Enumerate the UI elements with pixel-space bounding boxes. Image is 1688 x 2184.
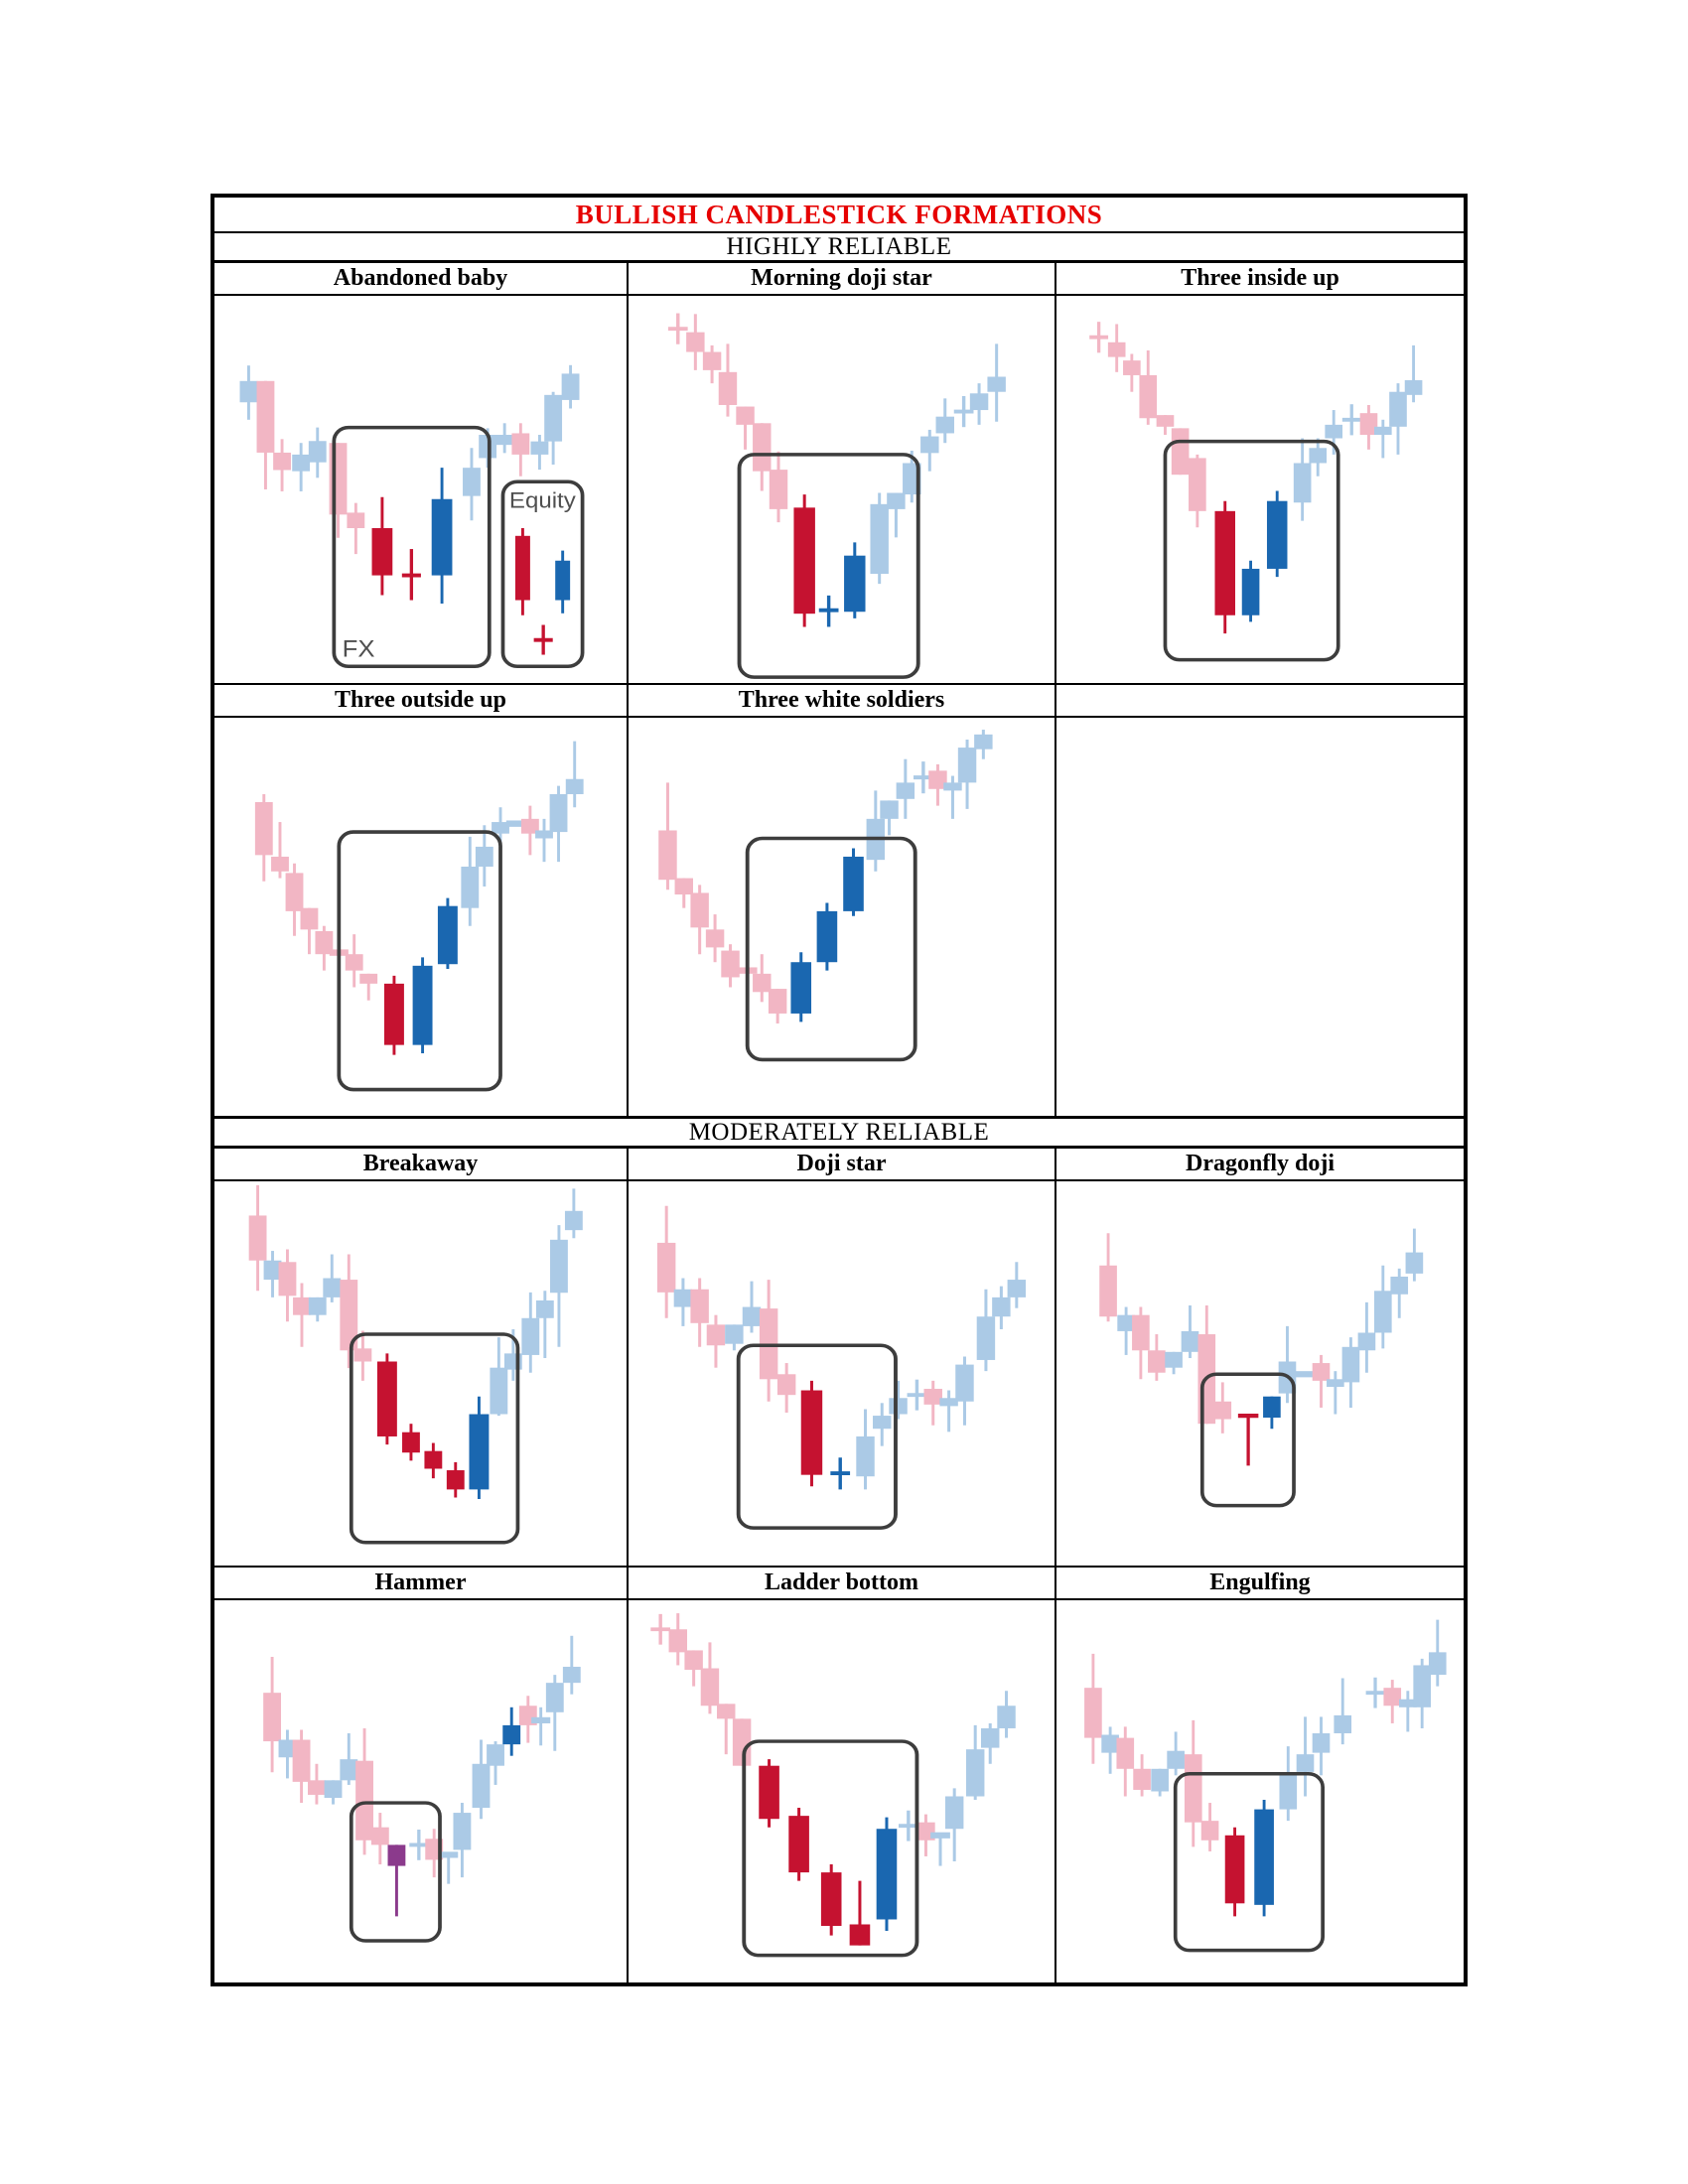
svg-text:FX: FX bbox=[343, 635, 375, 662]
chart-engulfing bbox=[1056, 1600, 1464, 1982]
section-header-label: HIGHLY RELIABLE bbox=[726, 232, 952, 260]
svg-text:Equity: Equity bbox=[509, 487, 576, 512]
pattern-title-row-1: Abandoned baby Morning doji star Three i… bbox=[214, 263, 1464, 296]
chart-dragonfly-doji bbox=[1056, 1181, 1464, 1566]
section-header-moderately-reliable: MODERATELY RELIABLE bbox=[214, 1119, 1464, 1149]
section-header-highly-reliable: HIGHLY RELIABLE bbox=[214, 233, 1464, 263]
pattern-title-row-3: Breakaway Doji star Dragonfly doji bbox=[214, 1149, 1464, 1181]
pattern-title-hammer: Hammer bbox=[214, 1568, 629, 1598]
chart-cell-empty bbox=[1056, 718, 1464, 1116]
section-header-label: MODERATELY RELIABLE bbox=[688, 1118, 990, 1146]
pattern-title-row-4: Hammer Ladder bottom Engulfing bbox=[214, 1568, 1464, 1600]
chart-doji-star bbox=[629, 1181, 1056, 1566]
chart-row-4 bbox=[214, 1600, 1464, 1982]
chart-abandoned-baby: FX Equity bbox=[214, 296, 629, 683]
pattern-title-doji-star: Doji star bbox=[629, 1149, 1056, 1179]
chart-three-white-soldiers bbox=[629, 718, 1056, 1116]
document-title: BULLISH CANDLESTICK FORMATIONS bbox=[575, 199, 1103, 229]
chart-hammer bbox=[214, 1600, 629, 1982]
chart-row-3 bbox=[214, 1181, 1464, 1568]
chart-three-outside-up bbox=[214, 718, 629, 1116]
pattern-title-three-outside-up: Three outside up bbox=[214, 685, 629, 716]
candlestick-formations-table: BULLISH CANDLESTICK FORMATIONS HIGHLY RE… bbox=[211, 194, 1468, 1986]
pattern-title-dragonfly-doji: Dragonfly doji bbox=[1186, 1151, 1335, 1176]
chart-breakaway bbox=[214, 1181, 629, 1566]
chart-morning-doji-star bbox=[629, 296, 1056, 683]
chart-row-1: FX Equity bbox=[214, 296, 1464, 685]
pattern-title-morning-doji-star: Morning doji star bbox=[629, 263, 1056, 294]
chart-ladder-bottom bbox=[629, 1600, 1056, 1982]
pattern-title-ladder-bottom: Ladder bottom bbox=[629, 1568, 1056, 1598]
chart-three-inside-up bbox=[1056, 296, 1464, 683]
pattern-title-row-2: Three outside up Three white soldiers bbox=[214, 685, 1464, 718]
pattern-title-abandoned-baby: Abandoned baby bbox=[214, 263, 629, 294]
pattern-title-three-inside-up: Three inside up bbox=[1181, 265, 1339, 291]
chart-row-2 bbox=[214, 718, 1464, 1119]
document-title-row: BULLISH CANDLESTICK FORMATIONS bbox=[214, 198, 1464, 233]
pattern-title-breakaway: Breakaway bbox=[214, 1149, 629, 1179]
pattern-title-engulfing: Engulfing bbox=[1209, 1570, 1311, 1595]
pattern-title-empty bbox=[1056, 685, 1464, 716]
pattern-title-three-white-soldiers: Three white soldiers bbox=[629, 685, 1056, 716]
